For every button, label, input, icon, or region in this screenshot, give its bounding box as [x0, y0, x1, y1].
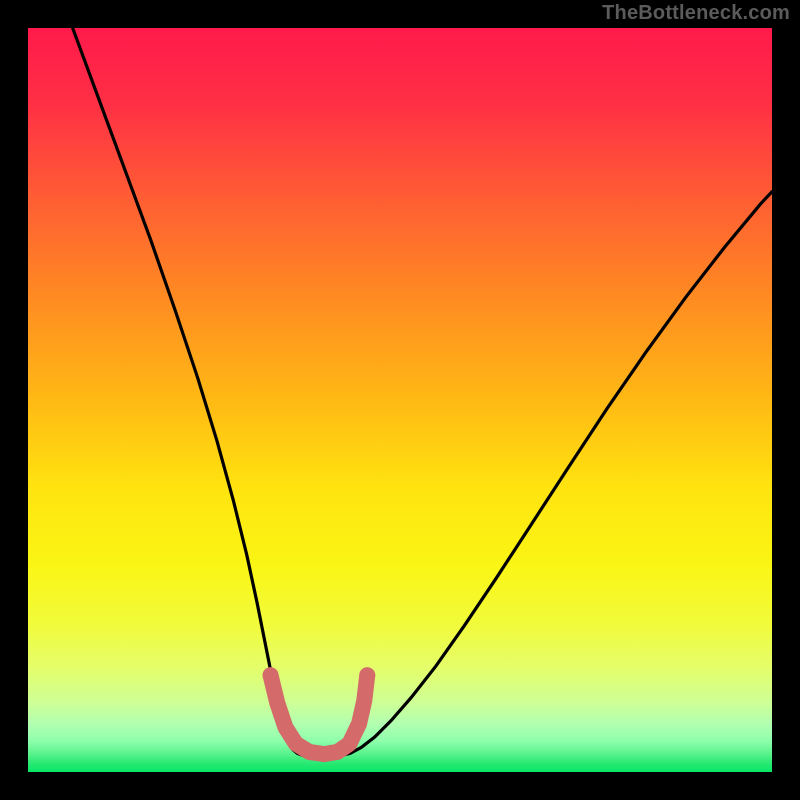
trough-marker-dot-left: [263, 667, 279, 683]
trough-marker-path: [271, 675, 368, 754]
watermark-text: TheBottleneck.com: [602, 2, 790, 25]
curve-overlay: [28, 28, 772, 772]
trough-marker-dot-right: [359, 667, 375, 683]
bottleneck-curve-left: [73, 28, 304, 756]
chart-frame: TheBottleneck.com: [0, 0, 800, 800]
bottleneck-curve-right: [340, 192, 772, 756]
plot-area: [28, 28, 772, 772]
